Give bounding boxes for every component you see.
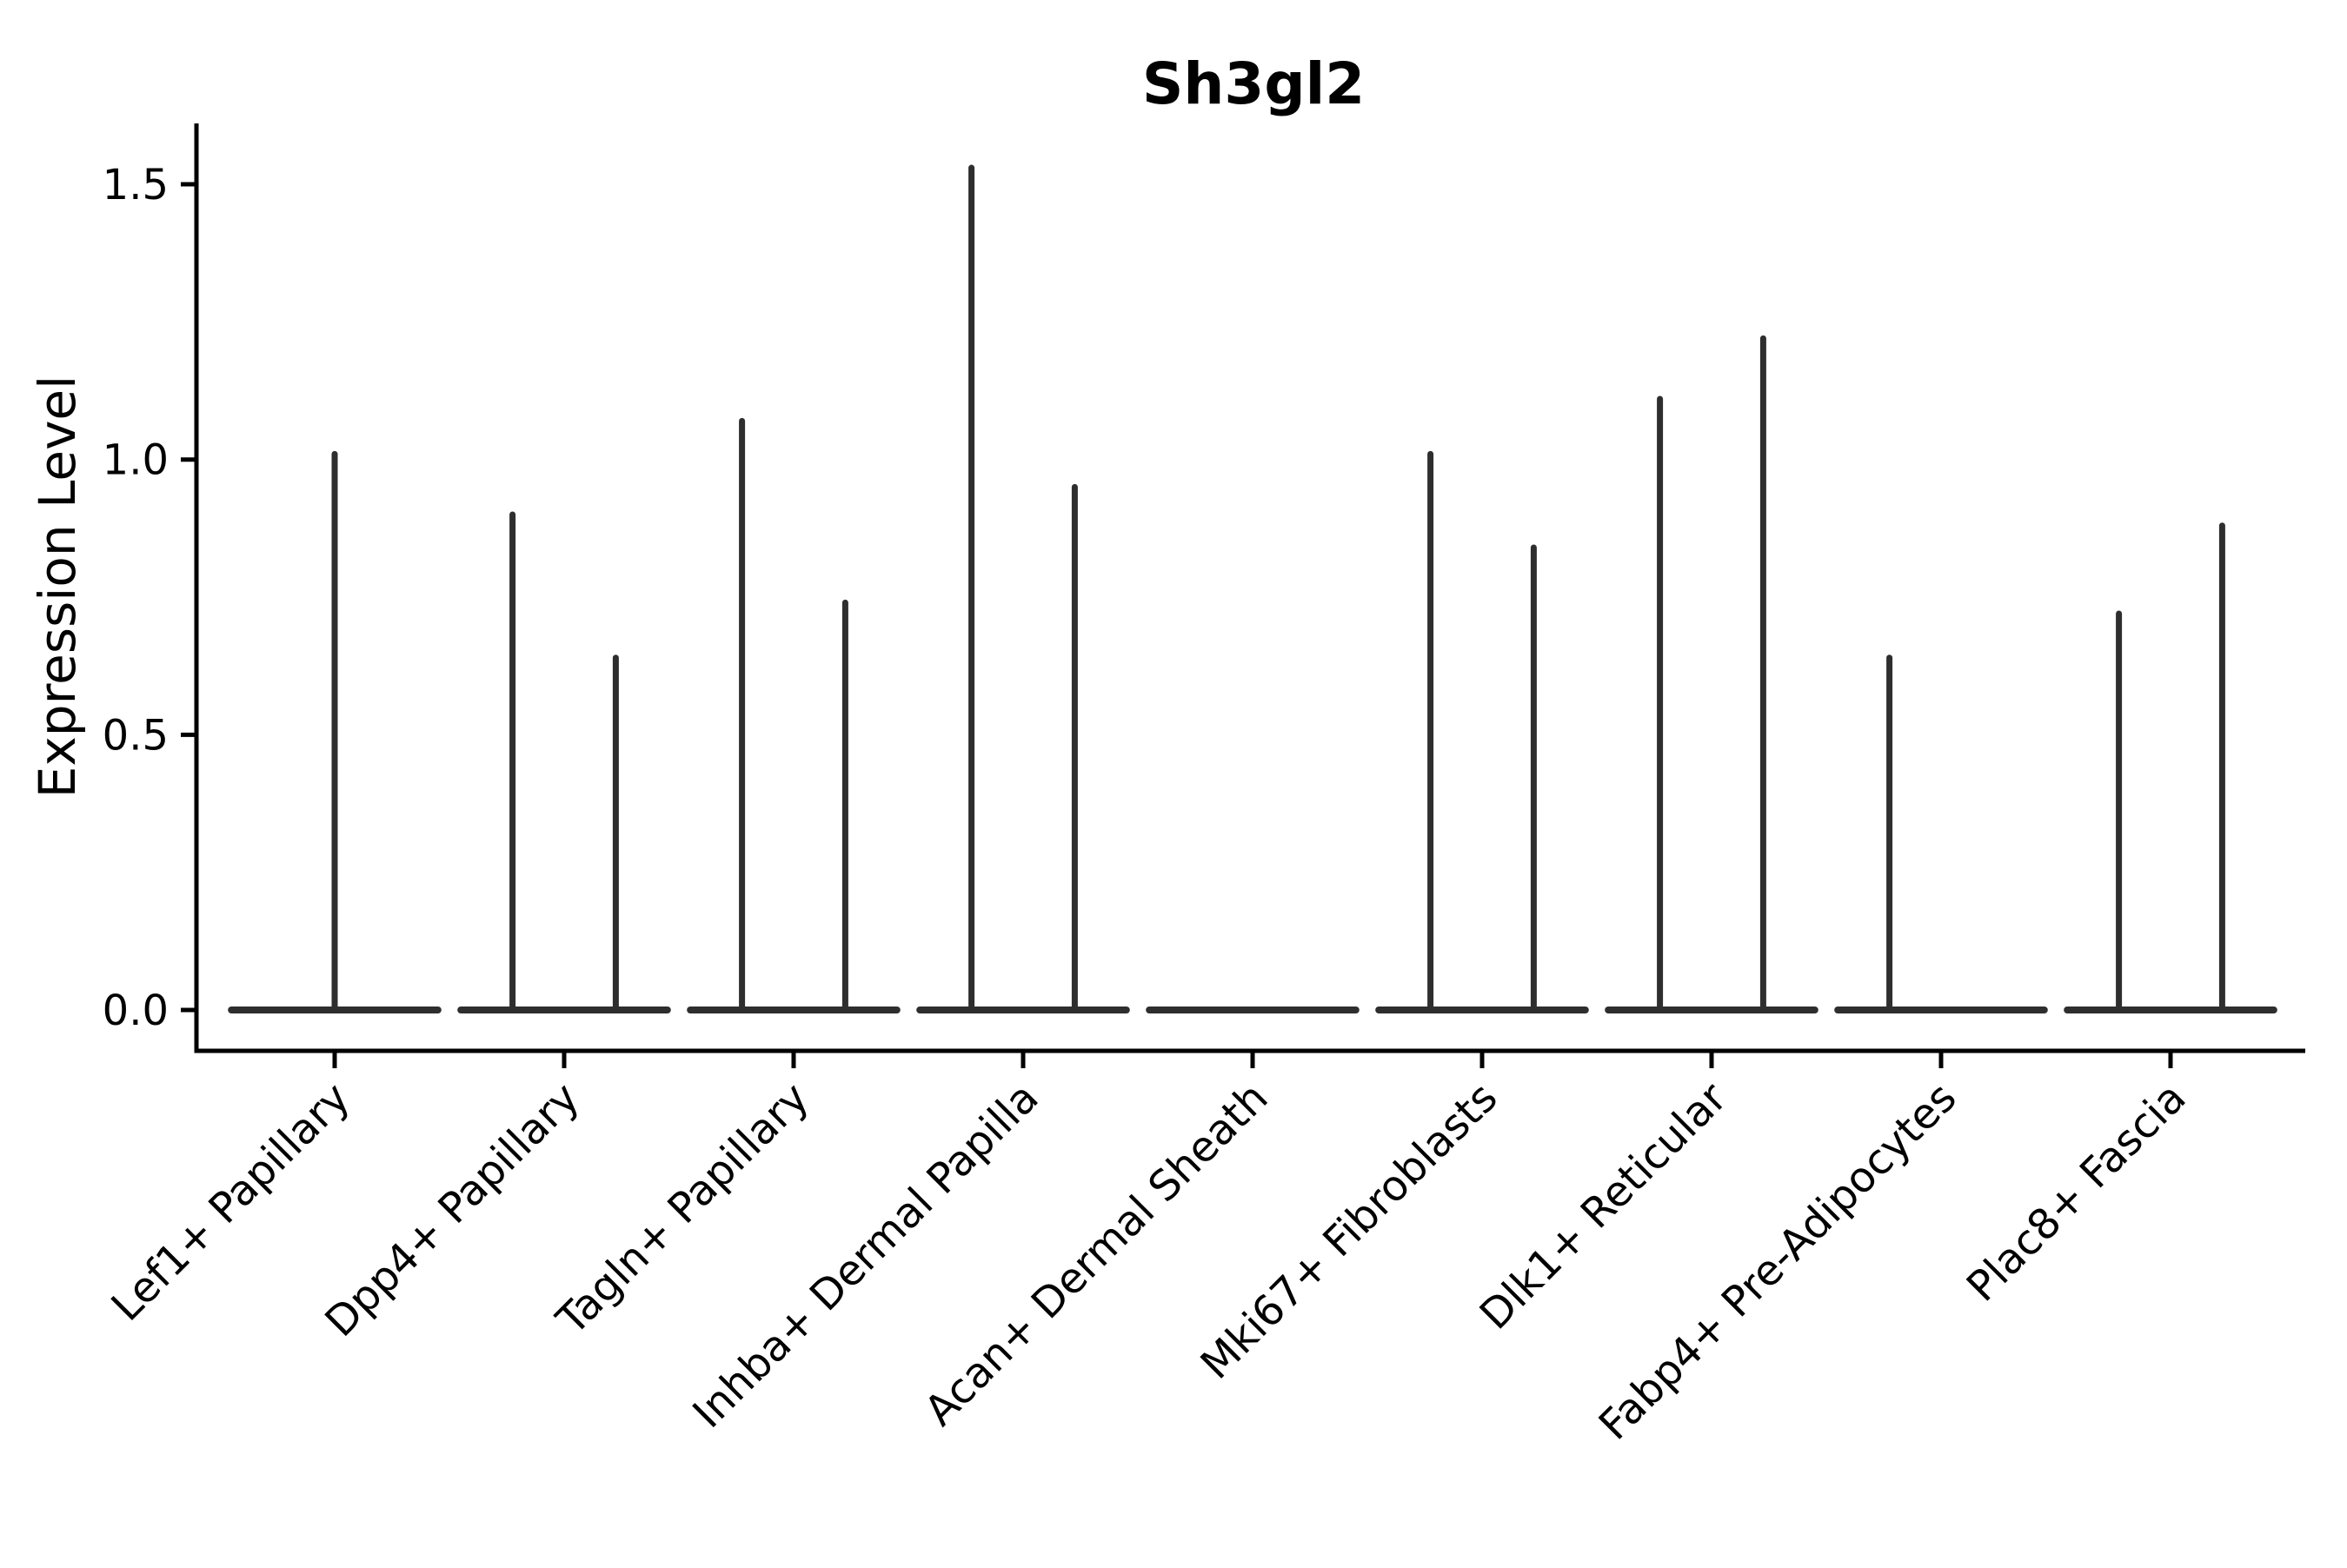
x-category-label: Dpp4+ Papillary bbox=[316, 1073, 588, 1346]
y-axis-label: Expression Level bbox=[28, 375, 87, 799]
x-category-label: Tagln+ Papillary bbox=[547, 1073, 818, 1345]
x-category-label: Plac8+ Fascia bbox=[1958, 1073, 2196, 1312]
x-category-label: Lef1+ Papillary bbox=[103, 1073, 360, 1331]
chart-title: Sh3gl2 bbox=[1141, 50, 1366, 117]
y-tick-label: 0.0 bbox=[103, 987, 169, 1035]
y-tick-label: 0.5 bbox=[103, 711, 169, 760]
x-category-label: Dlk1+ Reticular bbox=[1471, 1073, 1737, 1339]
y-tick-label: 1.0 bbox=[103, 436, 169, 485]
y-tick-label: 1.5 bbox=[103, 161, 169, 209]
